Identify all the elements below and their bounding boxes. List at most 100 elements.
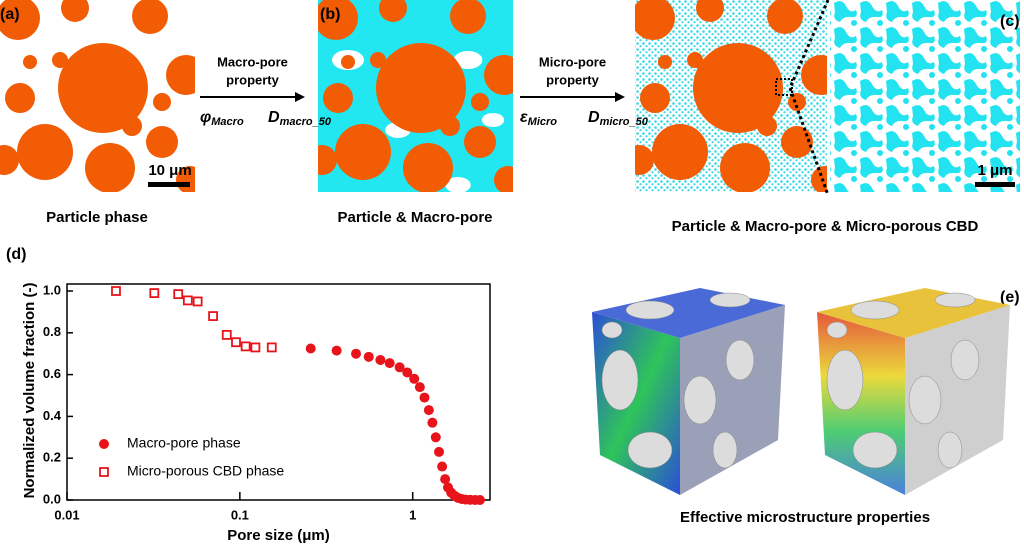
particle — [767, 0, 803, 34]
arrow-label: property — [226, 72, 280, 87]
panel-label: (b) — [320, 6, 340, 23]
point — [266, 342, 277, 353]
particle — [122, 116, 142, 136]
point — [440, 474, 451, 485]
particle-section — [683, 375, 717, 425]
point — [305, 343, 316, 354]
point — [402, 367, 413, 378]
particle-section — [709, 292, 751, 308]
particle — [494, 166, 513, 192]
particle — [0, 145, 19, 175]
arrow-head — [615, 92, 625, 102]
y-tick-label: 0.2 — [43, 450, 61, 465]
particle-section — [850, 300, 900, 320]
scale-bar — [975, 182, 1015, 187]
particle-section — [725, 339, 755, 381]
parameter-symbol: D — [588, 109, 600, 126]
parameter-symbol: D — [268, 109, 280, 126]
particle — [640, 83, 670, 113]
particle — [318, 145, 337, 175]
particle — [652, 124, 708, 180]
particle — [788, 93, 806, 111]
particle — [166, 55, 195, 95]
particle — [85, 143, 135, 192]
particle — [17, 124, 73, 180]
point — [208, 311, 218, 321]
particle-section — [625, 300, 675, 320]
parameter-sub: Macro — [211, 116, 244, 128]
particle — [484, 55, 513, 95]
parameter: Dmicro_50 — [588, 109, 649, 128]
arrow-head — [295, 92, 305, 102]
particle-section — [950, 339, 980, 381]
cube-face — [680, 305, 785, 495]
particle-section — [908, 375, 942, 425]
particle — [52, 52, 68, 68]
parameter-sub: Micro — [528, 116, 558, 128]
scale-label: 10 μm — [148, 162, 191, 179]
parameter-symbol: φ — [200, 109, 211, 126]
particle — [376, 43, 466, 133]
particle — [658, 55, 672, 69]
y-tick-label: 0.6 — [43, 366, 61, 381]
x-tick-label: 0.1 — [231, 507, 249, 522]
pore — [445, 177, 471, 192]
particle — [153, 93, 171, 111]
particle — [323, 83, 353, 113]
particle — [635, 0, 675, 40]
arrow-label: property — [546, 72, 600, 87]
arrow-label: Macro-pore — [217, 54, 288, 69]
particle-section — [826, 321, 848, 339]
particle — [757, 116, 777, 136]
zoom-line — [788, 0, 830, 196]
legend-label: Micro-porous CBD phase — [127, 463, 284, 479]
x-tick-label: 0.01 — [54, 507, 79, 522]
particle-section — [934, 292, 976, 308]
point — [182, 295, 193, 306]
particle — [471, 93, 489, 111]
cube-face — [905, 305, 1010, 495]
parameter: Dmacro_50 — [268, 109, 332, 128]
plot-frame — [66, 283, 491, 501]
pore — [481, 113, 505, 127]
particle — [693, 43, 783, 133]
parameter: εMicro — [520, 109, 557, 128]
particle — [318, 0, 358, 40]
point — [173, 289, 184, 300]
particle-section — [937, 431, 963, 469]
caption: Particle & Macro-pore & Micro-porous CBD — [672, 218, 979, 235]
point — [192, 296, 203, 307]
scale-label: 1 μm — [977, 162, 1012, 179]
point — [363, 351, 374, 362]
arrows: Macro-pore property φMacro Dmacro_50 Micro-p… — [200, 54, 649, 128]
particle-section — [627, 431, 673, 469]
particle — [61, 0, 89, 22]
y-tick-label: 1.0 — [43, 282, 61, 297]
y-tick-label: 0.8 — [43, 324, 61, 339]
particle — [696, 0, 724, 22]
particle — [811, 166, 827, 192]
point — [231, 337, 241, 348]
y-axis-label: Normalized volume fraction (-) — [21, 283, 38, 499]
point — [250, 342, 261, 353]
particle — [58, 43, 148, 133]
y-tick-label: 0.0 — [43, 491, 61, 506]
caption: Particle & Macro-pore — [337, 209, 492, 226]
point — [331, 345, 342, 356]
point — [149, 288, 160, 298]
parameter-sub: micro_50 — [600, 116, 649, 128]
particle — [146, 126, 178, 158]
point — [437, 461, 448, 472]
panel-label: (e) — [1000, 289, 1020, 306]
particle — [635, 145, 654, 175]
particle — [23, 55, 37, 69]
caption: Particle phase — [46, 209, 148, 226]
particles — [635, 0, 827, 192]
chart: 0.0 0.2 0.4 0.6 0.8 1.0 0.01 0.1 1 Pore size (μm)… — [21, 282, 491, 544]
point — [427, 417, 438, 428]
particle-section — [601, 321, 623, 339]
particles — [0, 0, 195, 192]
point — [394, 362, 405, 373]
arrow-label: Micro-pore — [539, 54, 606, 69]
